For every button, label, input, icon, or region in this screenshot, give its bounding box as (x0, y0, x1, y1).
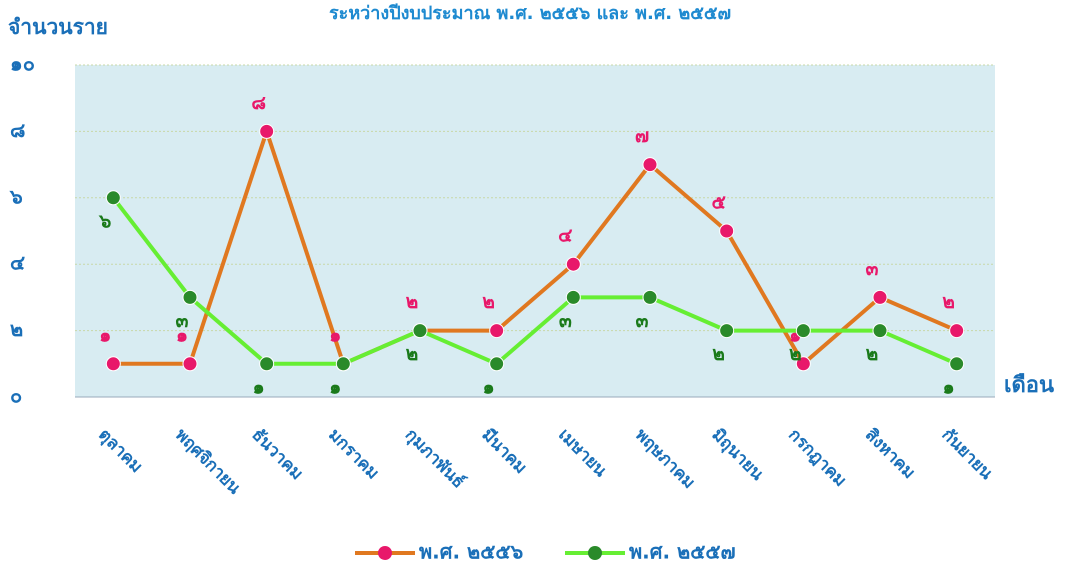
y-tick-label: ๐ (10, 384, 22, 408)
y-tick-label: ๖ (9, 184, 23, 208)
data-label: ๑ (329, 376, 341, 398)
data-point (105, 356, 121, 372)
data-point (412, 323, 428, 339)
x-tick-label: เมษายน (554, 425, 610, 481)
data-label: ๓ (866, 258, 879, 280)
data-label: ๘ (251, 92, 266, 114)
x-tick-label: กันยายน (938, 425, 997, 484)
x-axis-label: เดือน (1004, 373, 1054, 398)
data-label: ๒ (406, 343, 419, 365)
data-label: ๑ (253, 376, 265, 398)
data-label: ๓ (636, 310, 649, 332)
x-tick-label: ตุลาคม (94, 425, 146, 477)
data-point (642, 289, 658, 305)
data-label: ๒ (789, 343, 802, 365)
x-tick-label: สิงหาคม (861, 425, 919, 483)
data-label: ๑ (329, 324, 341, 346)
data-point (719, 223, 735, 239)
x-tick-label: มีนาคม (478, 424, 532, 478)
series-line (111, 196, 958, 367)
legend-marker (588, 546, 602, 560)
data-point (259, 356, 275, 372)
data-point (872, 323, 888, 339)
data-label: ๑ (99, 324, 111, 346)
data-point (489, 323, 505, 339)
x-tick-label: พฤศจิกายน (171, 425, 245, 499)
data-point (949, 323, 965, 339)
data-label: ๗ (635, 125, 649, 147)
y-tick-label: ๔ (10, 251, 25, 275)
data-label: ๓ (176, 310, 189, 332)
data-label: ๒ (866, 343, 879, 365)
data-point (182, 289, 198, 305)
data-point (335, 356, 351, 372)
x-tick-label: มกราคม (324, 425, 383, 484)
data-point (489, 356, 505, 372)
x-tick-label: มิถุนายน (708, 425, 768, 485)
data-label: ๕ (711, 192, 725, 214)
y-tick-label: ๘ (10, 118, 25, 142)
data-label: ๒ (482, 291, 495, 313)
data-label: ๖ (98, 210, 111, 232)
legend-label: พ.ศ. ๒๕๕๗ (629, 540, 736, 564)
data-label: ๓ (559, 310, 572, 332)
legend-label: พ.ศ. ๒๕๕๖ (419, 540, 523, 564)
data-label: ๔ (558, 225, 572, 247)
data-point (259, 123, 275, 139)
data-point (105, 190, 121, 206)
chart-title: ระหว่างปีงบประมาณ พ.ศ. ๒๕๕๖ และ พ.ศ. ๒๕๕… (329, 3, 731, 24)
data-point (182, 356, 198, 372)
y-axis-label: จำนวนราย (8, 15, 108, 39)
data-label: ๒ (942, 291, 955, 313)
data-point (949, 356, 965, 372)
series-line (113, 125, 958, 367)
x-tick-label: ธันวาคม (248, 425, 307, 484)
data-label: ๑ (483, 376, 495, 398)
data-point (642, 157, 658, 173)
x-tick-label: พฤษภาคม (631, 425, 699, 493)
data-label: ๑ (943, 376, 955, 398)
data-label: ๒ (712, 343, 725, 365)
data-point (872, 289, 888, 305)
data-point (565, 289, 581, 305)
x-tick-label: กุมภาพันธ์ (401, 424, 469, 492)
data-point (795, 356, 811, 372)
legend-marker (378, 546, 392, 560)
plot-area (75, 65, 995, 397)
data-point (795, 323, 811, 339)
data-point (719, 323, 735, 339)
data-label: ๒ (406, 291, 419, 313)
y-tick-label: ๒ (10, 317, 23, 341)
data-point (565, 256, 581, 272)
x-tick-label: กรกฎาคม (784, 425, 850, 491)
y-tick-label: ๑๐ (10, 52, 35, 76)
data-label: ๑ (176, 324, 188, 346)
